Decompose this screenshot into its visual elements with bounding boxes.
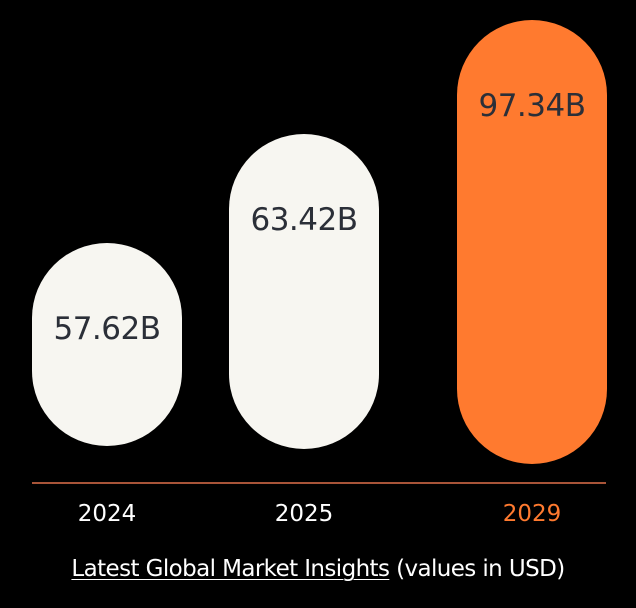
chart-caption: Latest Global Market Insights (values in… [0, 556, 636, 582]
bar-2029 [457, 20, 607, 464]
bar-2024 [32, 243, 182, 446]
caption-units-note: (values in USD) [396, 556, 565, 582]
value-label-2025: 63.42B [250, 202, 357, 238]
bar-2025 [229, 134, 379, 449]
category-label-2024: 2024 [78, 501, 137, 527]
value-label-2024: 57.62B [53, 311, 160, 347]
category-label-2025: 2025 [275, 501, 334, 527]
market-size-chart: 57.62B 2024 63.42B 2025 97.34B 2029 [32, 20, 607, 527]
market-insights-link[interactable]: Latest Global Market Insights [71, 556, 390, 582]
value-label-2029: 97.34B [478, 88, 585, 124]
category-label-2029: 2029 [503, 501, 562, 527]
